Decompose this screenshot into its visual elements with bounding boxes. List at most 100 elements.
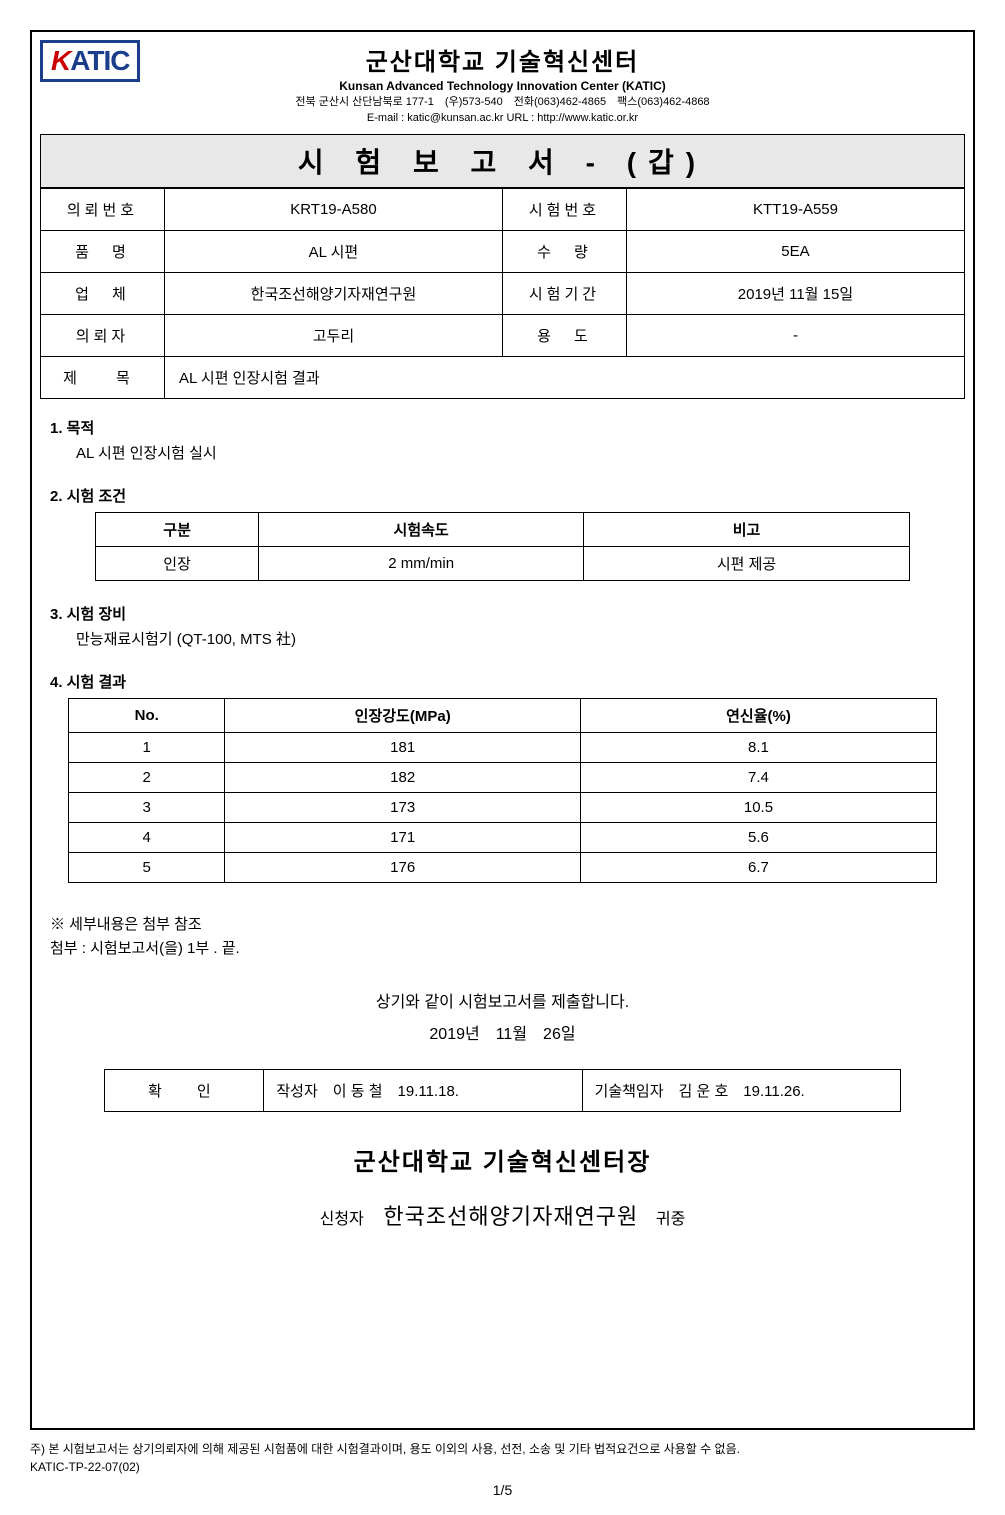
sign-author: 작성자 이 동 철 19.11.18. <box>264 1069 582 1111</box>
val-subject: AL 시편 인장시험 결과 <box>164 356 964 398</box>
section-conditions: 2. 시험 조건 구분 시험속도 비고 인장 2 mm/min 시편 제공 <box>50 485 955 581</box>
result-cell: 5 <box>69 852 225 882</box>
org-header: 군산대학교 기술혁신센터 Kunsan Advanced Technology … <box>40 42 965 126</box>
submit-block: 상기와 같이 시험보고서를 제출합니다. 2019년 11월 26일 <box>50 987 955 1051</box>
page-border: KATIC 군산대학교 기술혁신센터 Kunsan Advanced Techn… <box>30 30 975 1430</box>
result-cell: 176 <box>225 852 581 882</box>
result-cell: 2 <box>69 762 225 792</box>
cond-c1: 인장 <box>96 546 259 580</box>
note-line-1: ※ 세부내용은 첨부 참조 <box>50 913 955 937</box>
header: KATIC 군산대학교 기술혁신센터 Kunsan Advanced Techn… <box>40 40 965 126</box>
cond-header-row: 구분 시험속도 비고 <box>96 512 910 546</box>
result-cell: 4 <box>69 822 225 852</box>
section-equipment: 3. 시험 장비 만능재료시험기 (QT-100, MTS 社) <box>50 603 955 649</box>
info-row: 의뢰자 고두리 용 도 - <box>41 314 965 356</box>
result-row: 21827.4 <box>69 762 937 792</box>
label-period: 시험기간 <box>502 272 626 314</box>
val-requester: 고두리 <box>164 314 502 356</box>
sec-body-1: AL 시편 인장시험 실시 <box>50 442 955 463</box>
label-subject: 제 목 <box>41 356 165 398</box>
val-product: AL 시편 <box>164 230 502 272</box>
submit-line-2: 2019년 11월 26일 <box>50 1019 955 1051</box>
result-cell: 3 <box>69 792 225 822</box>
info-row: 의뢰번호 KRT19-A580 시험번호 KTT19-A559 <box>41 188 965 230</box>
logo-k: K <box>51 45 70 76</box>
result-cell: 8.1 <box>581 732 937 762</box>
result-row: 51766.7 <box>69 852 937 882</box>
label-req-no: 의뢰번호 <box>41 188 165 230</box>
section-purpose: 1. 목적 AL 시편 인장시험 실시 <box>50 417 955 463</box>
sec-title-1: 1. 목적 <box>50 417 955 438</box>
info-row: 품 명 AL 시편 수 량 5EA <box>41 230 965 272</box>
result-cell: 6.7 <box>581 852 937 882</box>
result-cell: 7.4 <box>581 762 937 792</box>
org-contact-1: 전북 군산시 산단남북로 177-1 (우)573-540 전화(063)462… <box>40 95 965 109</box>
footnote-line-1: 주) 본 시험보고서는 상기의뢰자에 의해 제공된 시험품에 대한 시험결과이며… <box>30 1440 975 1458</box>
org-contact-2: E-mail : katic@kunsan.ac.kr URL : http:/… <box>40 111 965 125</box>
label-test-no: 시험번호 <box>502 188 626 230</box>
label-product: 품 명 <box>41 230 165 272</box>
sign-manager: 기술책임자 김 운 호 19.11.26. <box>582 1069 900 1111</box>
body-area: 1. 목적 AL 시편 인장시험 실시 2. 시험 조건 구분 시험속도 비고 … <box>40 399 965 1241</box>
sec-title-2: 2. 시험 조건 <box>50 485 955 506</box>
section-results: 4. 시험 결과 No. 인장강도(MPa) 연신율(%) 11818.1218… <box>50 671 955 883</box>
logo: KATIC <box>40 40 140 82</box>
results-table: No. 인장강도(MPa) 연신율(%) 11818.121827.431731… <box>68 698 937 883</box>
note-line-2: 첨부 : 시험보고서(을) 1부 . 끝. <box>50 937 955 961</box>
report-title: 시 험 보 고 서 - (갑) <box>40 134 965 188</box>
result-row: 317310.5 <box>69 792 937 822</box>
footnote-line-2: KATIC-TP-22-07(02) <box>30 1458 975 1476</box>
applicant-org: 한국조선해양기자재연구원 <box>383 1204 638 1229</box>
applicant-line: 신청자 한국조선해양기자재연구원 귀중 <box>50 1199 955 1231</box>
val-company: 한국조선해양기자재연구원 <box>164 272 502 314</box>
cond-h1: 구분 <box>96 512 259 546</box>
conditions-table: 구분 시험속도 비고 인장 2 mm/min 시편 제공 <box>95 512 910 581</box>
org-title-en: Kunsan Advanced Technology Innovation Ce… <box>40 79 965 93</box>
result-header-row: No. 인장강도(MPa) 연신율(%) <box>69 698 937 732</box>
val-usage: - <box>626 314 964 356</box>
result-row: 11818.1 <box>69 732 937 762</box>
cond-c2: 2 mm/min <box>258 546 583 580</box>
org-title-kr: 군산대학교 기술혁신센터 <box>40 42 965 77</box>
sec-title-3: 3. 시험 장비 <box>50 603 955 624</box>
sign-row: 확 인 작성자 이 동 철 19.11.18. 기술책임자 김 운 호 19.1… <box>105 1069 900 1111</box>
label-qty: 수 량 <box>502 230 626 272</box>
info-row: 업 체 한국조선해양기자재연구원 시험기간 2019년 11월 15일 <box>41 272 965 314</box>
sec-body-3: 만능재료시험기 (QT-100, MTS 社) <box>50 628 955 649</box>
director-line: 군산대학교 기술혁신센터장 <box>50 1142 955 1177</box>
sec-title-4: 4. 시험 결과 <box>50 671 955 692</box>
sign-table: 확 인 작성자 이 동 철 19.11.18. 기술책임자 김 운 호 19.1… <box>104 1069 900 1112</box>
info-table: 의뢰번호 KRT19-A580 시험번호 KTT19-A559 품 명 AL 시… <box>40 188 965 399</box>
result-row: 41715.6 <box>69 822 937 852</box>
applicant-label: 신청자 <box>320 1211 364 1228</box>
val-test-no: KTT19-A559 <box>626 188 964 230</box>
label-requester: 의뢰자 <box>41 314 165 356</box>
result-cell: 1 <box>69 732 225 762</box>
result-cell: 181 <box>225 732 581 762</box>
result-cell: 182 <box>225 762 581 792</box>
label-company: 업 체 <box>41 272 165 314</box>
cond-h2: 시험속도 <box>258 512 583 546</box>
res-h1: No. <box>69 698 225 732</box>
applicant-suffix: 귀중 <box>656 1211 685 1228</box>
page-number: 1/5 <box>30 1482 975 1498</box>
result-cell: 5.6 <box>581 822 937 852</box>
val-period: 2019년 11월 15일 <box>626 272 964 314</box>
result-cell: 173 <box>225 792 581 822</box>
result-cell: 171 <box>225 822 581 852</box>
submit-line-1: 상기와 같이 시험보고서를 제출합니다. <box>50 987 955 1019</box>
sign-label: 확 인 <box>105 1069 264 1111</box>
val-req-no: KRT19-A580 <box>164 188 502 230</box>
label-usage: 용 도 <box>502 314 626 356</box>
cond-h3: 비고 <box>584 512 909 546</box>
footnote: 주) 본 시험보고서는 상기의뢰자에 의해 제공된 시험품에 대한 시험결과이며… <box>30 1440 975 1476</box>
val-qty: 5EA <box>626 230 964 272</box>
res-h2: 인장강도(MPa) <box>225 698 581 732</box>
result-cell: 10.5 <box>581 792 937 822</box>
logo-rest: ATIC <box>70 45 129 76</box>
cond-data-row: 인장 2 mm/min 시편 제공 <box>96 546 910 580</box>
notes-block: ※ 세부내용은 첨부 참조 첨부 : 시험보고서(을) 1부 . 끝. <box>50 913 955 961</box>
info-row-subject: 제 목 AL 시편 인장시험 결과 <box>41 356 965 398</box>
cond-c3: 시편 제공 <box>584 546 909 580</box>
res-h3: 연신율(%) <box>581 698 937 732</box>
